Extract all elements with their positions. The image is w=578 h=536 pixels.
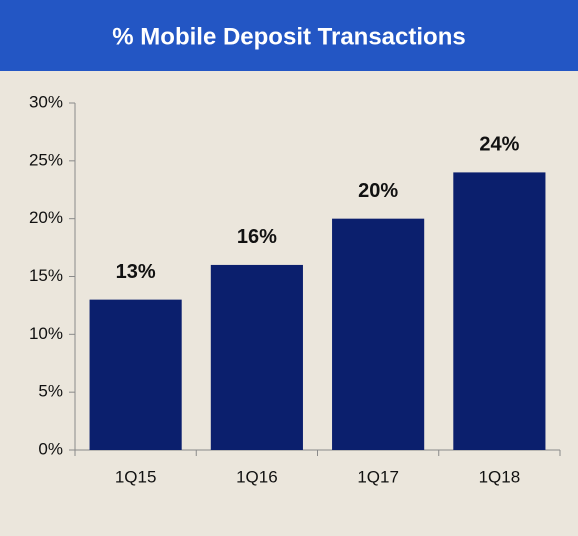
x-tick-label: 1Q15 (115, 467, 157, 486)
bar (332, 218, 425, 450)
y-tick-label: 25% (29, 150, 63, 169)
data-label: 16% (237, 226, 277, 248)
y-tick-label: 0% (38, 439, 63, 458)
bar (453, 172, 546, 450)
bar (89, 299, 182, 450)
data-label: 13% (116, 261, 156, 283)
y-tick-label: 15% (29, 266, 63, 285)
x-tick-label: 1Q16 (236, 467, 278, 486)
chart-title: % Mobile Deposit Transactions (112, 23, 465, 50)
bar (210, 264, 303, 450)
data-label: 24% (479, 134, 519, 156)
y-tick-label: 5% (38, 382, 63, 401)
y-tick-label: 10% (29, 324, 63, 343)
y-tick-label: 30% (29, 92, 63, 111)
x-tick-label: 1Q18 (479, 467, 521, 486)
x-tick-label: 1Q17 (357, 467, 399, 486)
y-tick-label: 20% (29, 208, 63, 227)
title-banner (0, 0, 578, 71)
data-label: 20% (358, 180, 398, 202)
